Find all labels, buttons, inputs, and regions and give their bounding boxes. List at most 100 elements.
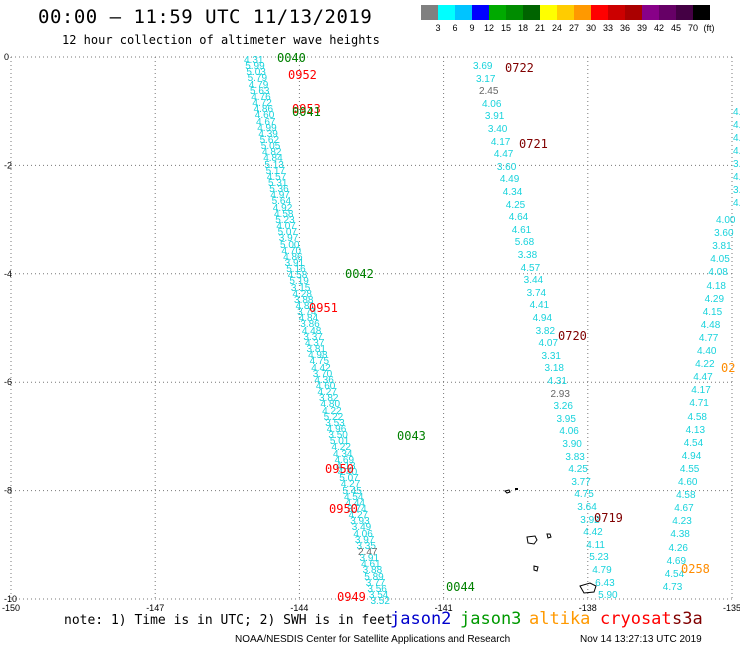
swh-value: 3.91	[359, 553, 380, 565]
swh-value: 4.99	[257, 122, 277, 134]
time-label: 0040	[277, 51, 306, 65]
graticule	[10, 56, 733, 600]
swh-value: 4.75	[574, 489, 594, 501]
swh-value: 5.17	[265, 165, 286, 177]
swh-value: 4.47	[693, 372, 713, 384]
generated-timestamp: Nov 14 13:27:13 UTC 2019	[580, 634, 702, 645]
swh-value: 3.77	[571, 476, 591, 488]
swh-value: 3.54	[368, 590, 389, 602]
swh-value: 4.17	[691, 385, 711, 397]
island	[533, 565, 539, 572]
swh-value: 4.23	[672, 516, 692, 528]
satellite-label: s3a	[672, 609, 703, 629]
time-label: 0951	[309, 301, 338, 315]
swh-value: 3.7	[733, 185, 740, 196]
lat-tick-label: -4	[4, 269, 12, 279]
swh-value: 3.82	[535, 325, 556, 337]
swh-value: 4.25	[568, 464, 588, 476]
swh-value: 4.76	[251, 91, 271, 103]
legend-swatch	[591, 5, 608, 20]
swh-value: 4.82	[262, 147, 282, 159]
swh-value: 3.90	[562, 439, 582, 450]
legend-swatch	[540, 5, 557, 20]
swh-value: 4.67	[674, 503, 694, 515]
islands	[504, 488, 597, 594]
swh-value: 4.96	[326, 424, 347, 435]
swh-value: 4.57	[520, 262, 541, 274]
swh-value: 3.74	[347, 503, 367, 515]
legend-unit: (ft)	[703, 23, 715, 33]
time-label: 0041	[292, 105, 321, 119]
swh-value: 4.11	[586, 539, 605, 551]
swh-value: 6.43	[595, 577, 615, 589]
swh-value: 5.62	[259, 134, 280, 146]
legend-swatch	[608, 5, 625, 20]
swh-value: 4.36	[314, 374, 334, 386]
swh-value: 4.22	[331, 442, 351, 454]
legend-swatch	[574, 5, 591, 20]
swh-value: 3.26	[553, 401, 573, 413]
swh-value: 4.29	[704, 293, 725, 305]
legend-label: 15	[500, 23, 511, 33]
swh-value: 3.15	[290, 282, 311, 294]
time-label: 0258	[681, 562, 710, 576]
swh-value: 3.92	[580, 514, 600, 526]
legend-label: 27	[568, 23, 579, 33]
island	[526, 535, 538, 545]
legend-swatch	[676, 5, 693, 20]
lon-tick-label: -150	[2, 603, 20, 613]
swh-value: 4.17	[490, 136, 511, 148]
swh-value: 4.37	[304, 337, 325, 349]
swh-value: 3.50	[328, 430, 348, 442]
time-label: 0042	[345, 267, 374, 281]
swh-value: 5.23	[589, 552, 609, 564]
swh-value: 5.05	[260, 141, 281, 153]
time-label: 0952	[288, 68, 317, 82]
swh-value: 3.81	[712, 241, 732, 253]
swh-value: 4.08	[708, 267, 728, 279]
swh-value: 4.07	[276, 221, 296, 233]
swh-value: 4.22	[695, 359, 715, 371]
swh-value: 3.97	[278, 233, 299, 245]
lon-tick-label: -144	[290, 603, 308, 613]
swh-value: 4.05	[710, 254, 730, 266]
swh-value: 3.38	[517, 250, 538, 261]
swh-value: 4.81	[295, 301, 316, 312]
time-label: 0719	[594, 511, 623, 525]
swh-value: 5.13	[264, 159, 284, 171]
lon-tick-label: -138	[579, 603, 597, 613]
swh-value: 3.74	[297, 307, 317, 319]
swh-value: 3.60	[496, 161, 517, 173]
swh-value: 4.38	[670, 529, 690, 541]
swh-value: 3.56	[367, 583, 387, 595]
time-label: 0044	[446, 580, 475, 594]
swh-value: 3.77	[365, 577, 386, 589]
swh-value: 5.00	[280, 239, 300, 251]
swh-value: 4.84	[298, 313, 319, 325]
swh-value: 4.31	[244, 55, 264, 66]
swh-value: 5.31	[268, 178, 288, 189]
swh-value: 4.3	[733, 146, 740, 157]
swh-value: 4.28	[292, 288, 312, 300]
legend-label: 70	[687, 23, 698, 33]
swh-value: 5.63	[250, 85, 270, 97]
legend-swatch	[659, 5, 676, 20]
swh-value: 4.06	[559, 426, 579, 438]
swh-value: 4.07	[538, 338, 559, 350]
island	[515, 488, 518, 490]
swh-value: 4.69	[666, 555, 687, 567]
swh-value: 3.81	[306, 344, 326, 356]
time-label: 0043	[397, 429, 426, 443]
swh-value: 4.92	[272, 202, 293, 214]
map-subtitle: 12 hour collection of altimeter wave hei…	[62, 33, 380, 47]
island	[546, 533, 552, 539]
swh-value: 4.22	[322, 405, 342, 417]
swh-value: 4.40	[337, 467, 358, 479]
swh-value: 4.49	[499, 174, 520, 186]
swh-value: 4.60	[678, 477, 698, 488]
swh-value: 4.41	[529, 300, 550, 312]
lat-tick-label: -8	[4, 486, 12, 496]
swh-value: 5.19	[289, 276, 309, 288]
swh-value: 4.57	[266, 171, 287, 183]
island	[504, 489, 511, 494]
